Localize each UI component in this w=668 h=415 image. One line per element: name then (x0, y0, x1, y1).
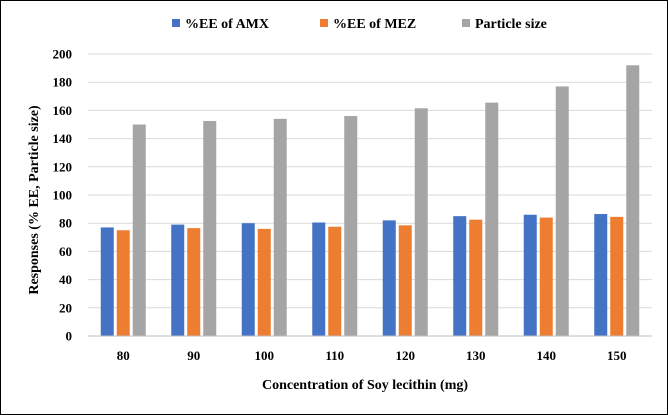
bar-ee-of-mez-120 (398, 225, 412, 336)
y-tick-label: 20 (59, 300, 72, 315)
y-tick-label: 100 (53, 188, 73, 203)
bar-particle-size-130 (485, 102, 499, 337)
bar-ee-of-mez-110 (328, 226, 342, 336)
bar-ee-of-amx-80 (100, 227, 114, 336)
x-tick-label: 80 (117, 348, 130, 363)
y-axis-title: Responses (% EE, Particle size) (27, 105, 42, 295)
bar-particle-size-120 (414, 108, 428, 336)
legend: %EE of AMX %EE of MEZ Particle size (172, 17, 547, 32)
bar-ee-of-mez-80 (116, 230, 130, 336)
y-tick-label: 60 (59, 244, 72, 259)
legend-swatch (172, 19, 180, 27)
legend-swatch (320, 19, 328, 27)
bar-particle-size-80 (132, 124, 146, 336)
bar-particle-size-100 (273, 118, 287, 336)
y-tick-label: 0 (66, 329, 73, 344)
y-tick-labels: 0 20 40 60 80 100 120 140 160 180 200 (53, 47, 73, 344)
x-axis-title: Concentration of Soy lecithin (mg) (262, 378, 468, 393)
y-tick-label: 200 (53, 47, 73, 62)
bars (100, 65, 640, 337)
bar-ee-of-amx-90 (171, 224, 185, 336)
y-tick-label: 160 (53, 103, 73, 118)
legend-label: %EE of AMX (185, 17, 269, 32)
legend-swatch (462, 19, 470, 27)
x-tick-label: 90 (187, 348, 200, 363)
bar-ee-of-amx-120 (382, 220, 396, 336)
bar-ee-of-amx-140 (523, 214, 537, 336)
x-tick-label: 120 (396, 348, 416, 363)
bar-particle-size-140 (555, 86, 569, 337)
x-tick-labels: 80 90 100 110 120 130 140 150 (117, 348, 627, 363)
y-tick-label: 180 (53, 75, 73, 90)
bar-ee-of-mez-100 (257, 228, 271, 336)
bar-particle-size-110 (344, 116, 358, 336)
y-tick-label: 40 (59, 272, 72, 287)
y-tick-label: 120 (53, 159, 73, 174)
legend-label: %EE of MEZ (333, 17, 416, 32)
bar-ee-of-mez-130 (469, 219, 483, 336)
bar-ee-of-mez-90 (187, 228, 201, 336)
x-tick-label: 100 (255, 348, 275, 363)
y-tick-label: 140 (53, 131, 73, 146)
x-tick-label: 140 (537, 348, 557, 363)
bar-ee-of-amx-130 (453, 216, 467, 336)
bar-ee-of-amx-110 (312, 222, 326, 336)
bar-ee-of-amx-150 (594, 214, 608, 336)
x-tick-label: 110 (325, 348, 344, 363)
bar-particle-size-150 (626, 65, 640, 336)
y-tick-label: 80 (59, 216, 72, 231)
x-tick-label: 150 (607, 348, 627, 363)
bar-ee-of-amx-100 (241, 223, 255, 336)
legend-label: Particle size (475, 17, 547, 32)
bar-ee-of-mez-140 (539, 217, 553, 336)
bar-particle-size-90 (203, 120, 217, 336)
x-tick-label: 130 (466, 348, 486, 363)
bar-ee-of-mez-150 (610, 216, 624, 336)
